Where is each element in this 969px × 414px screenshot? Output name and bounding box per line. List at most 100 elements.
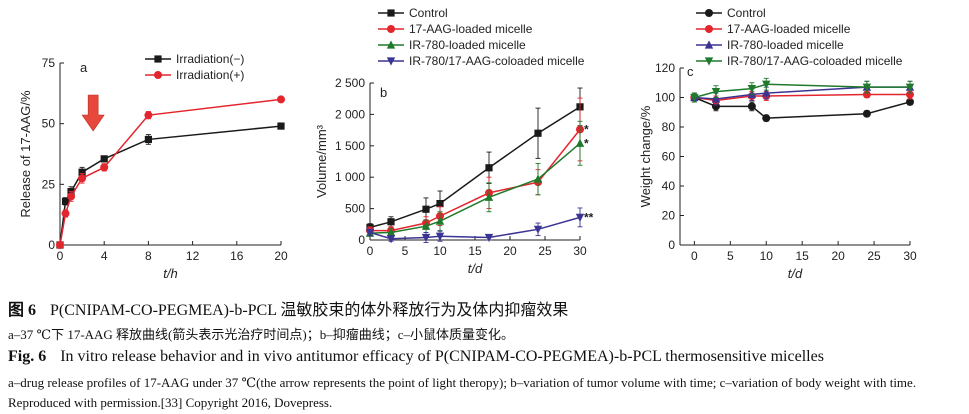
data-point xyxy=(61,197,70,205)
y-tick-label: 120 xyxy=(655,61,675,75)
x-tick-label: 5 xyxy=(727,249,734,263)
data-point xyxy=(436,199,444,208)
data-point xyxy=(386,235,396,244)
series-0 xyxy=(56,122,285,249)
caption-zh-title: 图 6 P(CNIPAM-CO-PEGMEA)-b-PCL 温敏胶束的体外释放行为… xyxy=(8,296,568,320)
data-point xyxy=(906,97,914,106)
series-3 xyxy=(690,77,915,103)
y-tick-label: 20 xyxy=(662,209,676,223)
series-3 xyxy=(365,207,585,244)
y-axis-title: Release of 17-AAG/% xyxy=(18,90,33,218)
data-point xyxy=(862,90,871,99)
data-point xyxy=(144,111,153,120)
x-tick-label: 30 xyxy=(903,249,917,263)
y-tick-label: 25 xyxy=(42,177,56,191)
y-tick-label: 80 xyxy=(662,120,676,134)
chart-b: 0 5 10 15 20 25 30 0 500 1 000 1 500 2 000 2 500 t/d V… xyxy=(314,6,594,276)
significance-label: ** xyxy=(584,210,594,224)
y-tick-label: 0 xyxy=(48,238,55,252)
legend-marker xyxy=(387,25,395,33)
data-point xyxy=(421,233,431,243)
legend-marker xyxy=(705,25,713,33)
legend-marker xyxy=(154,71,162,79)
data-point xyxy=(711,94,721,103)
data-point xyxy=(484,192,494,201)
data-point xyxy=(277,95,285,104)
legend-label: Control xyxy=(727,6,766,20)
y-tick-label: 2 500 xyxy=(335,76,365,90)
data-point xyxy=(100,155,108,163)
x-tick-label: 10 xyxy=(433,244,447,258)
significance-label: * xyxy=(584,136,589,150)
x-tick-label: 16 xyxy=(230,249,244,263)
y-tick-label: 100 xyxy=(655,91,675,105)
y-tick-label: 1 500 xyxy=(335,139,365,153)
chart-a: 0 4 8 12 16 20 0 25 50 75 t/h Release of 17-AAG/% a I… xyxy=(18,52,288,281)
data-point xyxy=(421,221,431,230)
y-tick-label: 60 xyxy=(662,150,676,164)
x-tick-label: 25 xyxy=(867,249,881,263)
data-point xyxy=(61,209,70,218)
legend-label: Control xyxy=(409,6,448,20)
data-point xyxy=(575,138,585,147)
data-point xyxy=(485,164,493,172)
legend-label: 17-AAG-loaded micelle xyxy=(409,22,533,36)
data-point xyxy=(575,213,585,222)
data-point xyxy=(484,233,494,243)
data-point xyxy=(690,93,699,103)
caption-zh-text: P(CNIPAM-CO-PEGMEA)-b-PCL 温敏胶束的体外释放行为及体内… xyxy=(50,302,569,319)
x-tick-label: 20 xyxy=(831,249,845,263)
series-line xyxy=(694,83,910,99)
y-tick-label: 0 xyxy=(668,238,675,252)
legend-marker xyxy=(386,40,396,49)
data-point xyxy=(386,227,396,237)
y-tick-label: 75 xyxy=(42,56,56,70)
x-tick-label: 10 xyxy=(760,249,774,263)
y-tick-label: 50 xyxy=(42,117,56,131)
data-point xyxy=(905,83,915,92)
legend-label: IR-780-loaded micelle xyxy=(727,38,844,52)
series-0 xyxy=(366,87,584,232)
data-point xyxy=(78,168,86,176)
data-point xyxy=(67,192,76,201)
caption-en-title: Fig. 6 In vitro release behavior and in v… xyxy=(8,348,824,366)
caption-en-text: In vitro release behavior and in vivo an… xyxy=(60,348,824,365)
data-point xyxy=(762,88,771,97)
caption-en-subtitle: a–drug release profiles of 17-AAG under … xyxy=(8,375,917,410)
y-tick-label: 40 xyxy=(662,179,676,193)
caption-zh-fig: 图 6 xyxy=(8,302,37,319)
x-tick-label: 4 xyxy=(101,249,108,263)
series-1 xyxy=(56,95,285,249)
legend-marker xyxy=(386,57,396,66)
data-point xyxy=(762,80,771,89)
caption-en-fig: Fig. 6 xyxy=(8,348,47,365)
data-point xyxy=(387,218,395,226)
y-tick-label: 500 xyxy=(345,202,365,216)
x-tick-label: 15 xyxy=(468,244,482,258)
y-axis-title: Volume/mm³ xyxy=(314,124,329,198)
y-tick-label: 1 000 xyxy=(335,170,365,184)
data-point xyxy=(747,85,757,94)
data-point xyxy=(435,216,445,225)
data-point xyxy=(747,102,756,111)
series-line xyxy=(370,129,581,232)
data-point xyxy=(862,109,871,118)
y-tick-label: 2 000 xyxy=(335,107,365,121)
light-therapy-arrow xyxy=(81,94,105,132)
data-point xyxy=(534,129,542,137)
x-tick-label: 8 xyxy=(145,249,152,263)
x-axis-title: t/d xyxy=(788,266,803,281)
legend-marker xyxy=(704,57,714,66)
x-tick-label: 20 xyxy=(503,244,517,258)
legend-marker xyxy=(154,55,162,63)
panel-label: b xyxy=(380,85,387,100)
data-point xyxy=(862,83,872,92)
y-tick-label: 0 xyxy=(358,233,365,247)
x-tick-label: 25 xyxy=(538,244,552,258)
data-point xyxy=(711,102,720,111)
legend-label: Irradiation(+) xyxy=(176,68,244,82)
x-tick-label: 30 xyxy=(573,244,587,258)
y-axis-title: Weight change/% xyxy=(638,105,653,207)
data-point xyxy=(56,241,64,249)
